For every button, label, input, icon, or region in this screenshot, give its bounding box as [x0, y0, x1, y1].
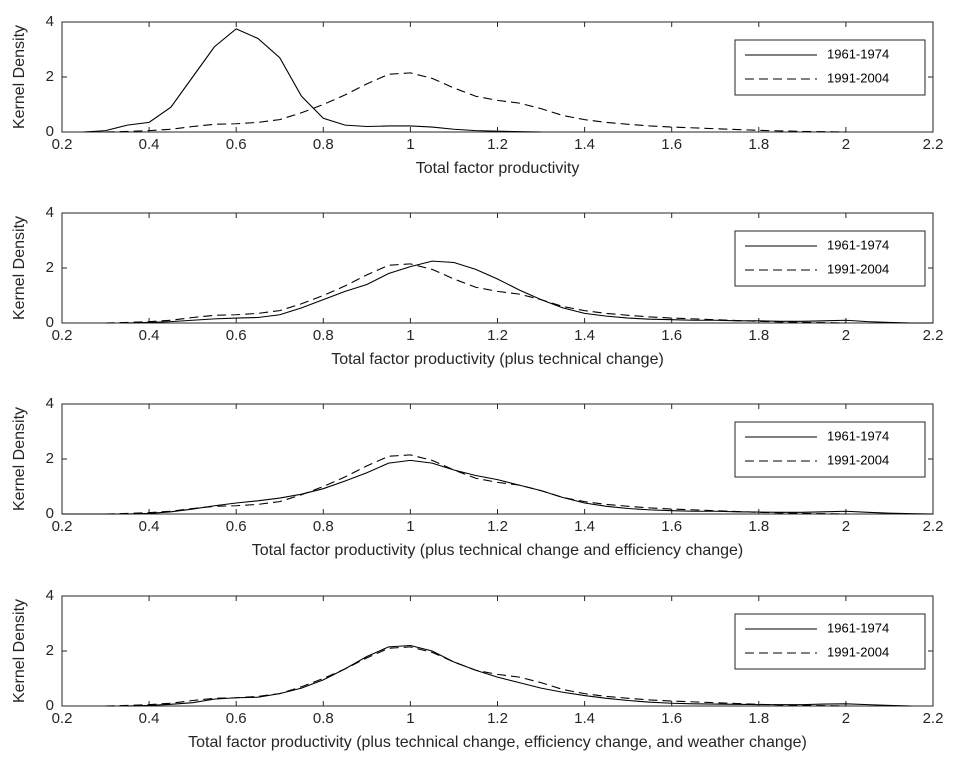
legend-box — [734, 613, 926, 670]
x-tick-label: 1.2 — [487, 327, 508, 344]
x-tick-label: 1.4 — [574, 327, 595, 344]
x-tick-label: 0.4 — [139, 136, 160, 153]
x-tick-label: 0.6 — [226, 518, 247, 535]
y-axis-label: Kernel Density — [11, 25, 28, 129]
x-tick-label: 0.2 — [52, 327, 73, 344]
legend: 1961-1974 1991-2004 — [734, 230, 926, 287]
legend: 1961-1974 1991-2004 — [734, 421, 926, 478]
x-axis-label: Total factor productivity (plus technica… — [252, 542, 744, 559]
x-tick-label: 0.4 — [139, 518, 160, 535]
x-axis-label: Total factor productivity (plus technica… — [331, 351, 664, 368]
y-axis-label: Kernel Density — [11, 216, 28, 320]
y-tick-label: 4 — [46, 587, 54, 604]
x-tick-label: 2 — [842, 518, 850, 535]
legend-box — [734, 421, 926, 478]
y-tick-label: 4 — [46, 204, 54, 221]
x-tick-label: 2 — [842, 327, 850, 344]
x-tick-label: 2 — [842, 136, 850, 153]
x-tick-label: 0.8 — [313, 136, 334, 153]
legend-label: 1961-1974 — [827, 428, 889, 443]
x-tick-label: 0.2 — [52, 518, 73, 535]
x-tick-label: 0.4 — [139, 327, 160, 344]
x-tick-label: 1 — [406, 518, 414, 535]
y-tick-label: 2 — [46, 642, 54, 659]
legend-label: 1991-2004 — [827, 452, 889, 467]
x-tick-label: 2.2 — [923, 327, 944, 344]
legend: 1961-1974 1991-2004 — [734, 39, 926, 96]
x-tick-label: 1.2 — [487, 710, 508, 727]
x-tick-label: 0.6 — [226, 327, 247, 344]
x-tick-label: 0.6 — [226, 710, 247, 727]
x-tick-label: 0.8 — [313, 327, 334, 344]
x-tick-label: 1 — [406, 327, 414, 344]
density-line — [127, 260, 933, 324]
legend-label: 1991-2004 — [827, 261, 889, 276]
subplot: 0.2 0.4 0.6 0.8 1 1.2 1.4 1.6 1.8 2 2.2 0 2 4 Total fa… — [11, 13, 943, 177]
x-tick-label: 1.2 — [487, 136, 508, 153]
x-tick-label: 2.2 — [923, 518, 944, 535]
legend-label: 1991-2004 — [827, 70, 889, 85]
x-tick-label: 1 — [406, 710, 414, 727]
legend-label: 1991-2004 — [827, 644, 889, 659]
density-line — [105, 646, 846, 707]
x-tick-label: 0.8 — [313, 518, 334, 535]
x-tick-label: 1.6 — [661, 518, 682, 535]
x-tick-label: 1.8 — [748, 327, 769, 344]
y-tick-label: 2 — [46, 68, 54, 85]
x-tick-label: 2.2 — [923, 136, 944, 153]
subplot: 0.2 0.4 0.6 0.8 1 1.2 1.4 1.6 1.8 2 2.2 0 2 4 Total fa… — [11, 587, 943, 751]
density-line — [105, 263, 846, 324]
x-tick-label: 1 — [406, 136, 414, 153]
y-tick-label: 2 — [46, 259, 54, 276]
density-line — [105, 72, 846, 133]
x-tick-label: 1.8 — [748, 518, 769, 535]
x-tick-label: 0.4 — [139, 710, 160, 727]
y-tick-label: 4 — [46, 13, 54, 30]
density-line — [105, 454, 846, 515]
x-axis-label: Total factor productivity — [416, 160, 580, 177]
x-tick-label: 1.8 — [748, 136, 769, 153]
x-tick-label: 1.4 — [574, 518, 595, 535]
x-tick-label: 1.4 — [574, 136, 595, 153]
x-tick-label: 1.4 — [574, 710, 595, 727]
x-tick-label: 2 — [842, 710, 850, 727]
y-tick-label: 0 — [46, 314, 54, 331]
y-tick-label: 0 — [46, 697, 54, 714]
y-axis-label: Kernel Density — [11, 599, 28, 703]
legend-box — [734, 230, 926, 287]
x-tick-label: 2.2 — [923, 710, 944, 727]
y-tick-label: 2 — [46, 450, 54, 467]
x-tick-label: 1.6 — [661, 710, 682, 727]
legend-label: 1961-1974 — [827, 46, 889, 61]
legend-label: 1961-1974 — [827, 237, 889, 252]
y-tick-label: 4 — [46, 395, 54, 412]
y-tick-label: 0 — [46, 505, 54, 522]
x-tick-label: 0.2 — [52, 710, 73, 727]
x-tick-label: 0.6 — [226, 136, 247, 153]
legend-label: 1961-1974 — [827, 620, 889, 635]
x-tick-label: 1.6 — [661, 136, 682, 153]
x-tick-label: 1.2 — [487, 518, 508, 535]
y-axis-label: Kernel Density — [11, 407, 28, 511]
y-tick-label: 0 — [46, 123, 54, 140]
x-tick-label: 1.8 — [748, 710, 769, 727]
x-tick-label: 1.6 — [661, 327, 682, 344]
subplot: 0.2 0.4 0.6 0.8 1 1.2 1.4 1.6 1.8 2 2.2 0 2 4 Total fa… — [11, 395, 943, 559]
x-tick-label: 0.2 — [52, 136, 73, 153]
subplot: 0.2 0.4 0.6 0.8 1 1.2 1.4 1.6 1.8 2 2.2 0 2 4 Total fa… — [11, 204, 943, 368]
legend: 1961-1974 1991-2004 — [734, 613, 926, 670]
density-line — [83, 28, 542, 133]
legend-box — [734, 39, 926, 96]
x-tick-label: 0.8 — [313, 710, 334, 727]
x-axis-label: Total factor productivity (plus technica… — [188, 734, 807, 751]
